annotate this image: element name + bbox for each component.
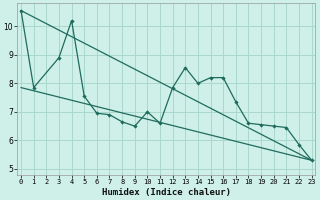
X-axis label: Humidex (Indice chaleur): Humidex (Indice chaleur): [102, 188, 231, 197]
